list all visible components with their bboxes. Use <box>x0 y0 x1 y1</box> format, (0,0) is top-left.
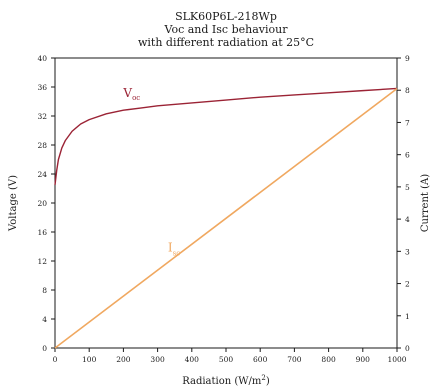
y-right-tick-label: 2 <box>405 280 410 289</box>
y-left-tick-label: 28 <box>37 141 47 150</box>
voc-series-line <box>54 87 398 185</box>
isc-series-label-sub: sc <box>173 249 181 257</box>
voc-series-label: Voc <box>122 86 140 102</box>
y-right-tick-label: 7 <box>405 118 410 127</box>
x-axis-ticks: 0 100 200 300 400 500 600 700 800 900 1000 <box>53 348 407 364</box>
x-tick-label: 800 <box>321 355 336 364</box>
plot-area-frame <box>54 57 398 349</box>
voc-series-label-sub: oc <box>132 94 140 102</box>
y-left-tick-label: 40 <box>37 54 47 63</box>
x-tick-label: 0 <box>53 355 58 364</box>
x-tick-label: 700 <box>287 355 302 364</box>
y-right-tick-label: 3 <box>405 247 410 256</box>
chart-title: SLK60P6L-218Wp Voc and Isc behaviour wit… <box>138 10 314 49</box>
chart-title-line-3: with different radiation at 25°C <box>138 36 314 49</box>
y-left-tick-label: 36 <box>37 83 47 92</box>
x-axis-label-text: Radiation (W/m <box>182 376 262 387</box>
isc-series-line <box>54 87 398 349</box>
series-layer: Voc Isc <box>54 86 398 349</box>
y-axis-right-label: Current (A) <box>420 174 431 232</box>
y-right-tick-label: 8 <box>405 86 410 95</box>
x-tick-label: 600 <box>253 355 268 364</box>
y-left-tick-label: 24 <box>37 170 47 179</box>
x-axis-label: Radiation (W/m2) <box>182 374 270 387</box>
y-right-tick-label: 0 <box>405 344 410 353</box>
x-axis-label-sup: 2 <box>261 374 265 382</box>
isc-series-label-main: I <box>168 240 173 254</box>
y-axis-right-ticks: 0 1 2 3 4 5 6 7 8 9 <box>397 54 410 353</box>
y-right-tick-label: 4 <box>405 215 410 224</box>
y-left-tick-label: 0 <box>42 344 47 353</box>
y-left-tick-label: 16 <box>37 228 47 237</box>
isc-series-label: Isc <box>168 240 180 257</box>
x-tick-label: 500 <box>219 355 234 364</box>
y-axis-left-label: Voltage (V) <box>8 175 19 232</box>
x-tick-label: 100 <box>82 355 97 364</box>
y-left-tick-label: 20 <box>37 199 47 208</box>
y-left-tick-label: 4 <box>42 315 47 324</box>
y-right-tick-label: 9 <box>405 54 410 63</box>
y-left-tick-label: 32 <box>37 112 47 121</box>
y-left-tick-label: 12 <box>37 257 47 266</box>
y-axis-left-ticks: 0 4 8 12 16 20 24 28 32 36 40 <box>37 54 55 353</box>
y-left-tick-label: 8 <box>42 286 47 295</box>
voc-series-label-main: V <box>122 86 132 100</box>
x-tick-label: 1000 <box>387 355 406 364</box>
chart-title-line-2: Voc and Isc behaviour <box>164 23 289 36</box>
y-right-tick-label: 5 <box>405 183 410 192</box>
x-axis-label-tail: ) <box>266 376 270 387</box>
y-right-tick-label: 6 <box>405 151 410 160</box>
x-tick-label: 400 <box>185 355 200 364</box>
x-tick-label: 200 <box>116 355 131 364</box>
x-tick-label: 300 <box>150 355 165 364</box>
y-right-tick-label: 1 <box>405 312 410 321</box>
chart-title-line-1: SLK60P6L-218Wp <box>175 10 277 23</box>
x-tick-label: 900 <box>356 355 371 364</box>
